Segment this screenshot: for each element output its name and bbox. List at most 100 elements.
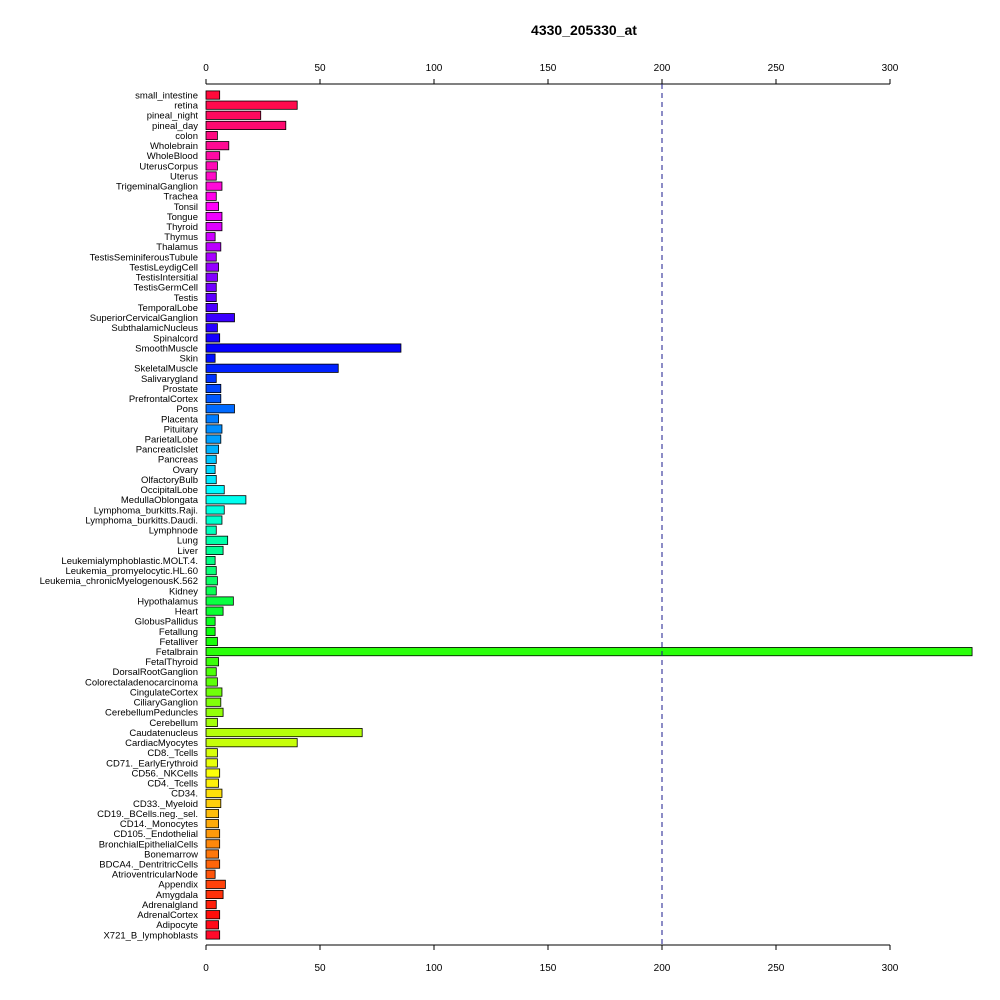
category-label: PancreaticIslet	[136, 445, 199, 456]
bar-Lymphnode	[205, 525, 217, 535]
x-tick-label-top: 50	[314, 63, 326, 74]
category-label: CingulateCortex	[130, 687, 198, 698]
category-labels: small_intestineretinapineal_nightpineal_…	[40, 90, 199, 941]
bar-CD14._Monocytes	[205, 819, 219, 829]
category-label: Heart	[175, 607, 199, 618]
bar-Thyroid	[205, 222, 223, 232]
category-label: Leukemialymphoblastic.MOLT.4.	[61, 556, 198, 567]
bar-Leukemia_chronicMyelogenousK.562	[205, 576, 218, 586]
category-label: TestisSeminiferousTubule	[90, 252, 198, 263]
x-tick-label-bottom: 100	[426, 963, 443, 974]
bar-Adipocyte	[205, 920, 219, 930]
x-tick-label-top: 300	[882, 63, 899, 74]
bar-X721_B_lymphoblasts	[205, 930, 221, 940]
bar-Fetalbrain	[205, 647, 973, 657]
category-label: GlobusPallidus	[135, 617, 199, 628]
bar-CD33._Myeloid	[205, 798, 222, 808]
bar-Cerebellum	[205, 717, 218, 727]
bar-CD19._BCells.neg._sel.	[205, 808, 219, 819]
category-label: Adipocyte	[156, 920, 198, 931]
category-label: Thalamus	[156, 242, 198, 253]
category-label: Kidney	[169, 586, 198, 597]
bar-Bonemarrow	[205, 849, 219, 859]
bar-pineal_day	[205, 120, 287, 130]
category-label: CD71._EarlyErythroid	[106, 758, 198, 769]
category-label: BronchialEpithelialCells	[99, 839, 199, 850]
category-label: TrigeminalGanglion	[116, 182, 198, 193]
category-label: retina	[174, 101, 198, 112]
category-label: Pituitary	[164, 424, 199, 435]
bar-Pituitary	[205, 424, 223, 434]
bar-SmoothMuscle	[205, 343, 402, 353]
bar-GlobusPallidus	[205, 616, 216, 626]
category-label: Wholebrain	[150, 141, 198, 152]
x-tick-label-top: 200	[654, 63, 671, 74]
category-label: Pons	[176, 404, 198, 415]
bar-Ovary	[205, 464, 216, 475]
bar-TestisSeminiferousTubule	[205, 252, 217, 262]
category-label: SuperiorCervicalGanglion	[90, 313, 198, 324]
category-label: Amygdala	[156, 890, 199, 901]
category-label: UterusCorpus	[139, 161, 198, 172]
bar-Spinalcord	[205, 333, 221, 343]
bar-TrigeminalGanglion	[205, 181, 223, 191]
category-label: Fetalbrain	[156, 647, 198, 658]
category-label: Uterus	[170, 171, 198, 182]
bar-Fetallung	[205, 626, 216, 636]
bar-CD56._NKCells	[205, 768, 221, 778]
x-tick-label-top: 150	[540, 63, 557, 74]
category-label: CardiacMyocytes	[125, 738, 198, 749]
bar-TestisGermCell	[205, 282, 217, 292]
bar-Kidney	[205, 586, 217, 596]
bar-CD4._Tcells	[205, 778, 219, 788]
x-tick-label-bottom: 50	[314, 963, 326, 974]
bar-TestisLeydigCell	[205, 262, 219, 272]
category-label: colon	[175, 131, 198, 142]
category-label: SubthalamicNucleus	[111, 323, 198, 334]
category-label: Caudatenucleus	[129, 728, 198, 739]
bar-Thymus	[205, 232, 216, 242]
category-label: Appendix	[158, 880, 198, 891]
category-label: Leukemia_chronicMyelogenousK.562	[40, 576, 198, 587]
category-label: pineal_day	[152, 121, 198, 132]
category-label: DorsalRootGanglion	[112, 667, 198, 678]
bar-Hypothalamus	[205, 596, 234, 606]
category-label: TestisGermCell	[134, 283, 198, 294]
category-label: Tonsil	[174, 202, 198, 213]
bar-CerebellumPeduncles	[205, 707, 224, 717]
category-label: pineal_night	[147, 111, 199, 122]
bar-Pancreas	[205, 454, 217, 464]
category-label: Liver	[177, 546, 198, 557]
category-label: Lymphoma_burkitts.Raji.	[94, 505, 198, 516]
category-label: Ovary	[173, 465, 199, 476]
bar-Testis	[205, 292, 217, 302]
x-tick-label-top: 0	[203, 63, 209, 74]
bar-FetalThyroid	[205, 657, 219, 667]
bar-UterusCorpus	[205, 161, 218, 171]
bar-Thalamus	[205, 242, 222, 252]
bar-ParietalLobe	[205, 434, 222, 444]
category-label: OlfactoryBulb	[141, 475, 198, 486]
bar-Amygdala	[205, 889, 224, 900]
x-tick-label-top: 100	[426, 63, 443, 74]
category-label: CD19._BCells.neg._sel.	[97, 809, 198, 820]
bar-Lung	[205, 535, 229, 545]
category-label: TemporalLobe	[138, 303, 198, 314]
axes: 0 50 100 150 200 250 300 0 50 100 150 200 250 300	[203, 63, 899, 974]
bar-CD8._Tcells	[205, 748, 218, 758]
bar-PancreaticIslet	[205, 444, 219, 454]
bar-OccipitalLobe	[205, 485, 225, 495]
x-tick-label-bottom: 200	[654, 963, 671, 974]
category-label: Tongue	[167, 212, 198, 223]
category-label: Spinalcord	[153, 333, 198, 344]
category-label: AtrioventricularNode	[112, 870, 198, 881]
bar-SkeletalMuscle	[205, 363, 339, 373]
x-tick-label-bottom: 250	[768, 963, 785, 974]
bar-PrefrontalCortex	[205, 394, 222, 404]
bar-CD34.	[205, 788, 223, 798]
bar-Pons	[205, 404, 235, 414]
bar-CD105._Endothelial	[205, 829, 221, 839]
bar-Lymphoma_burkitts.Daudi.	[205, 515, 223, 525]
category-label: ParietalLobe	[145, 435, 198, 446]
bar-SuperiorCervicalGanglion	[205, 313, 235, 323]
